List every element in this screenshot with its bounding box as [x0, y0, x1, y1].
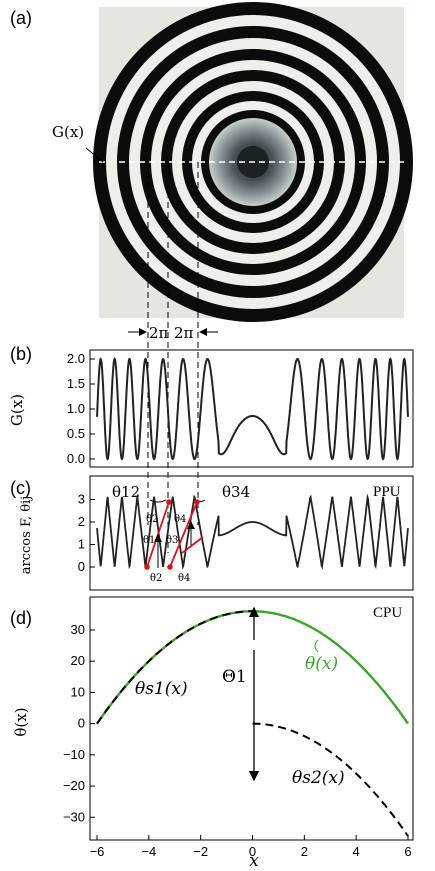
panel-d-corner: CPU [373, 605, 402, 621]
panel-b-ytick: 0.0 [67, 451, 85, 466]
panel-d-ytick: −10 [63, 747, 85, 762]
theta-s2-curve [252, 722, 409, 837]
panel-c-ytick: 1 [78, 537, 85, 552]
panel-c-frame [89, 475, 414, 591]
period-label-2: 2π [174, 324, 194, 342]
panel-d-ytick: −30 [63, 809, 85, 824]
panel-c-yticks: 3 2 1 0 [78, 492, 95, 574]
theta-s1-curve [96, 610, 253, 725]
panel-d-xtick: 4 [353, 844, 360, 859]
panel-b-ytick: 1.5 [67, 376, 85, 391]
g-curve [96, 357, 409, 461]
theta-s2-label: θs2(x) [292, 768, 345, 788]
theta-x-brace [314, 639, 319, 653]
theta-s1-label: θs1(x) [135, 679, 188, 699]
panel-c-ytick: 0 [78, 559, 85, 574]
panel-d-xlabel: x [249, 851, 259, 871]
panel-d-xtick: 6 [404, 844, 411, 859]
panel-c-ytick: 2 [78, 514, 85, 529]
panel-c-corner: PPU [373, 484, 401, 500]
theta12-brace [149, 499, 167, 503]
red-points [144, 499, 200, 570]
period-label-1: 2π [149, 324, 169, 342]
panel-d-frame [89, 596, 414, 841]
theta-x-curve [96, 609, 409, 725]
theta34-label: θ34 [222, 483, 250, 501]
panel-d-ytick: 30 [71, 622, 85, 637]
point-label-theta2-bottom: θ2 [150, 573, 162, 584]
panel-c-label: (c) [10, 478, 31, 498]
panel-d-xtick: 0 [249, 844, 256, 859]
panel-b-ytick: 1.0 [67, 401, 85, 416]
panel-d-ylabel: θ(x) [12, 707, 30, 736]
panel-d-xtick: −4 [141, 844, 156, 859]
point-label-theta3: θ3 [166, 535, 178, 546]
point-label-theta2-top: θ2 [146, 514, 158, 525]
g-label-a: G(x) [52, 123, 84, 141]
panel-d-ytick: 20 [71, 653, 85, 668]
point-label-theta4-top: θ4 [174, 514, 186, 525]
panel-d-xtick: −2 [193, 844, 208, 859]
point-label-theta4-bottom: θ4 [178, 573, 190, 584]
point-label-theta1: θ1 [143, 535, 155, 546]
panel-b-ylabel: G(x) [8, 394, 26, 426]
theta-arrows [154, 521, 195, 568]
panel-d-xtick: −6 [90, 844, 105, 859]
arccos-curve [96, 493, 409, 570]
panel-c-ytick: 3 [78, 492, 85, 507]
panel-d-label: (d) [10, 608, 32, 628]
guide-lines [147, 162, 199, 553]
g-label-pointer [85, 147, 104, 163]
panel-a-label: (a) [10, 8, 32, 28]
panel-d-ytick: 10 [71, 684, 85, 699]
panel-b-ytick: 2.0 [67, 351, 85, 366]
theta12-label: θ12 [112, 483, 140, 501]
theta-x-label: θ(x) [305, 654, 338, 674]
panel-d-ytick: 0 [78, 716, 85, 731]
ring-pattern [93, 2, 413, 322]
panel-d-xtick: 2 [301, 844, 308, 859]
panel-b-ytick: 0.5 [67, 426, 85, 441]
panel-b-label: (b) [10, 344, 32, 364]
panel-c-ylabel: arccos F, θij [19, 496, 34, 574]
Theta1-label: Θ1 [222, 667, 247, 687]
panel-b-yticks: 2.0 1.5 1.0 0.5 0.0 [67, 351, 95, 466]
panel-d-ytick: −20 [63, 778, 85, 793]
